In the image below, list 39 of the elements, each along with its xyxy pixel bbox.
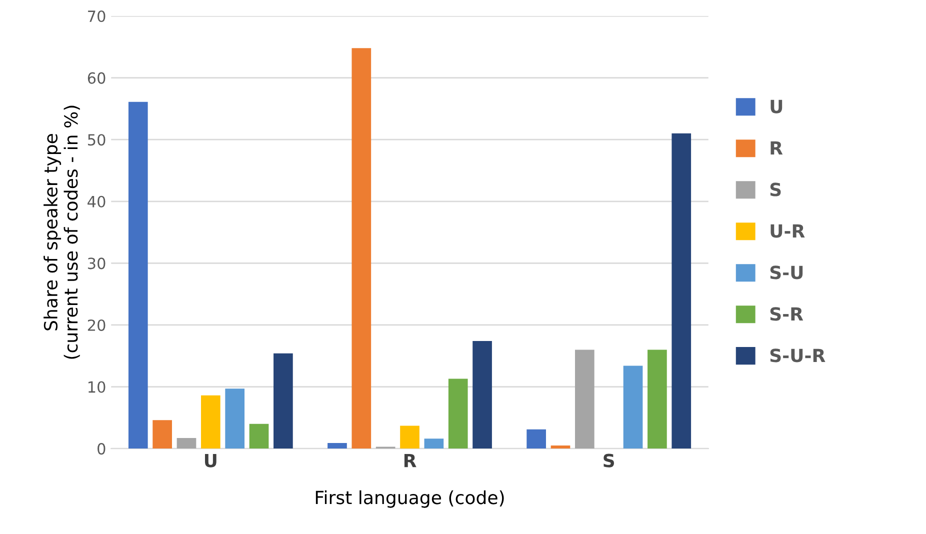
bar <box>274 353 293 449</box>
bar <box>550 445 570 449</box>
y-tick-label: 40 <box>88 196 106 208</box>
legend-label: R <box>770 141 783 155</box>
legend-label: S-R <box>770 307 804 321</box>
bar <box>152 420 172 449</box>
bar <box>352 48 372 449</box>
bar <box>200 395 220 449</box>
y-tick-label: 70 <box>88 10 106 22</box>
x-axis-title: First language (code) <box>316 490 504 508</box>
y-tick-label: 60 <box>88 72 106 84</box>
legend-label: S-U-R <box>770 348 826 362</box>
bar <box>176 438 196 449</box>
legend-label: U-R <box>770 224 805 238</box>
y-tick-label: 30 <box>88 258 106 270</box>
bar <box>575 350 594 449</box>
bar <box>424 438 444 449</box>
bar <box>672 133 692 449</box>
legend-label: U <box>770 100 782 114</box>
bar <box>249 424 269 449</box>
bar <box>623 366 643 449</box>
bar <box>225 388 245 449</box>
bar <box>648 350 667 449</box>
y-tick-label: 20 <box>88 319 106 331</box>
bar <box>128 102 148 449</box>
x-tick-label: U <box>204 454 216 468</box>
x-tick-label: R <box>404 454 416 468</box>
y-tick-label: 50 <box>88 134 106 146</box>
legend-label: S-U <box>770 266 803 280</box>
bar <box>448 378 468 449</box>
x-tick-label: S <box>604 454 614 468</box>
legend-label: S <box>770 182 781 196</box>
y-axis-title: Share of speaker type (current use of codes - in %) <box>44 106 80 359</box>
bar <box>328 443 347 449</box>
y-tick-label: 0 <box>98 443 106 455</box>
bar <box>400 426 420 449</box>
bar <box>526 429 546 449</box>
bar <box>472 341 492 449</box>
y-tick-label: 10 <box>88 381 106 393</box>
